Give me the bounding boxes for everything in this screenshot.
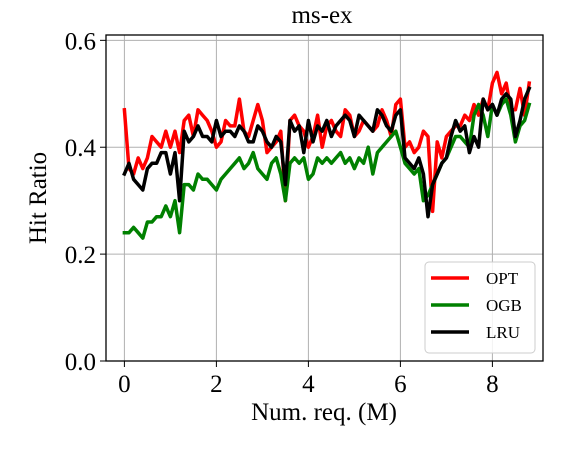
legend: OPT OGB LRU (424, 261, 536, 354)
y-tick-label: 0.0 (65, 349, 96, 376)
y-tick-label: 0.2 (65, 242, 96, 269)
series-lines (122, 70, 532, 240)
legend-label-ogb: OGB (486, 296, 522, 315)
x-tick-label: 8 (486, 371, 499, 398)
legend-label-opt: OPT (486, 269, 519, 288)
x-tick-label: 0 (118, 371, 131, 398)
series-line-lru (122, 86, 532, 219)
y-axis-label: Hit Ratio (25, 152, 52, 244)
chart-title: ms-ex (291, 2, 353, 29)
legend-label-lru: LRU (486, 323, 520, 342)
series-line-ogb (122, 97, 532, 240)
x-tick-label: 2 (210, 371, 223, 398)
y-axis-ticks: 0.0 0.2 0.4 0.6 (65, 28, 106, 376)
x-axis-ticks: 0 2 4 6 8 (118, 361, 499, 398)
y-tick-label: 0.6 (65, 28, 96, 55)
x-tick-label: 4 (302, 371, 315, 398)
plot-frame (105, 34, 544, 362)
x-tick-label: 6 (394, 371, 407, 398)
x-axis-label: Num. req. (M) (251, 399, 397, 426)
y-tick-label: 0.4 (65, 135, 97, 162)
